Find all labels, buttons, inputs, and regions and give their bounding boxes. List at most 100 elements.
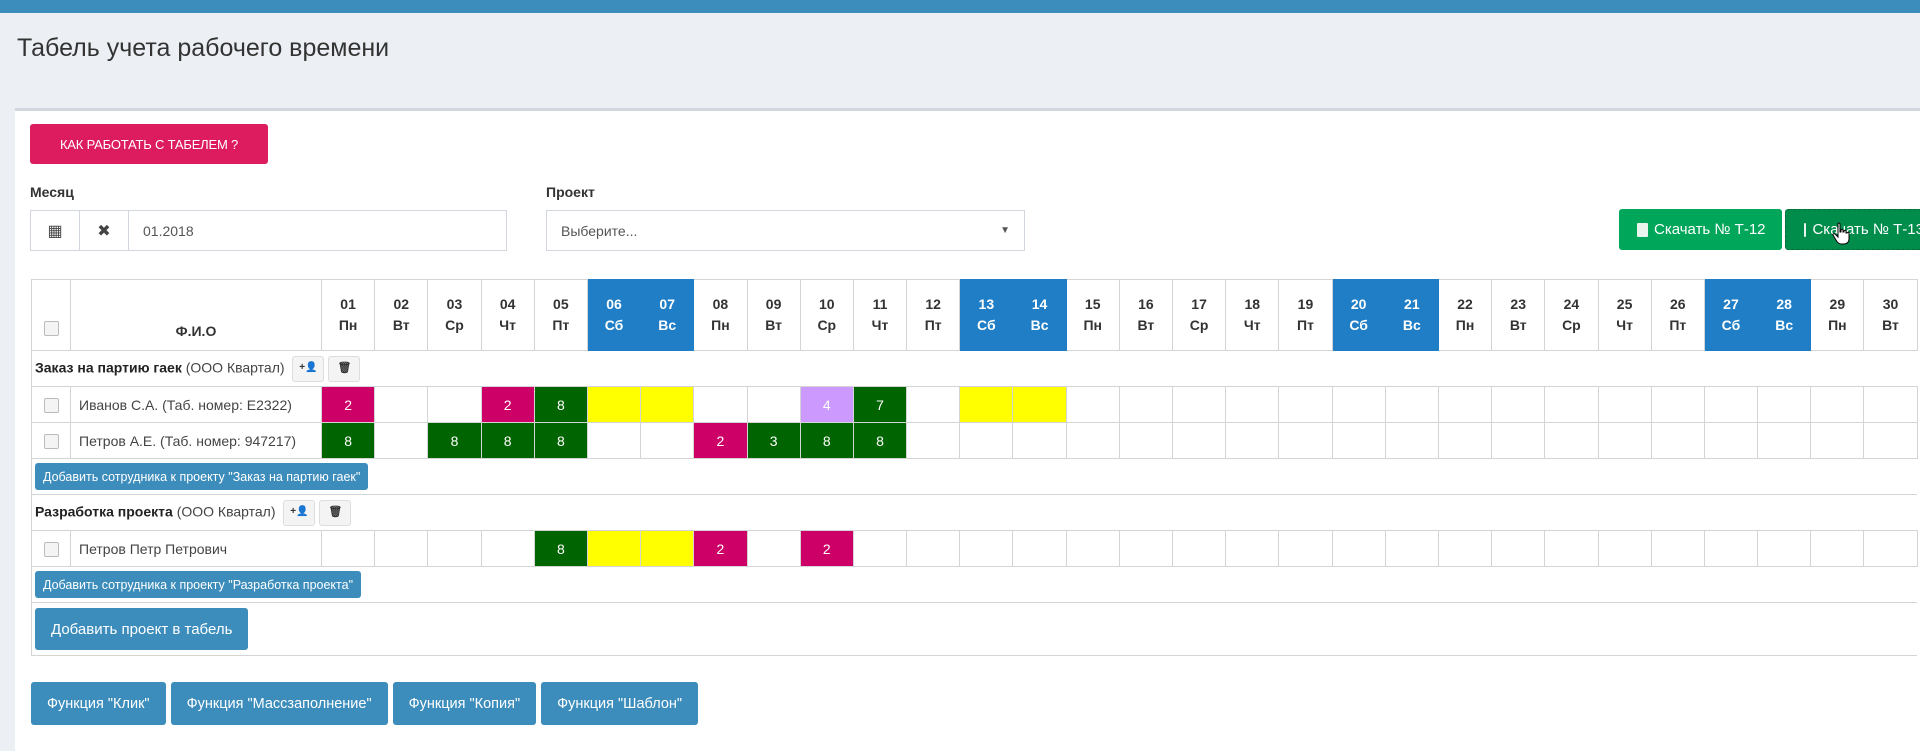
day-cell[interactable] (480, 530, 535, 567)
how-to-button[interactable]: КАК РАБОТАТЬ С ТАБЕЛЕМ ? (30, 124, 268, 164)
day-cell[interactable] (1278, 422, 1333, 459)
day-cell[interactable] (1544, 386, 1599, 423)
day-cell[interactable] (746, 530, 801, 567)
day-cell[interactable] (1278, 386, 1333, 423)
day-cell[interactable] (586, 530, 642, 567)
day-cell[interactable] (906, 422, 961, 459)
day-cell[interactable] (1171, 386, 1227, 423)
day-cell[interactable]: 8 (533, 530, 588, 567)
day-cell[interactable] (320, 530, 376, 567)
day-cell[interactable]: 3 (746, 422, 801, 459)
calendar-icon[interactable]: ▦ (31, 211, 80, 250)
day-cell[interactable]: 7 (852, 386, 908, 423)
day-cell[interactable] (1863, 386, 1918, 423)
day-cell[interactable] (1491, 530, 1546, 567)
day-cell[interactable] (1810, 386, 1865, 423)
day-cell[interactable] (1225, 422, 1280, 459)
day-cell[interactable]: 2 (693, 530, 748, 567)
day-cell[interactable] (1171, 530, 1227, 567)
day-cell[interactable] (427, 386, 482, 423)
month-picker[interactable]: ▦ ✖ 01.2018 (30, 210, 507, 251)
day-cell[interactable] (1491, 422, 1546, 459)
day-cell[interactable] (374, 530, 429, 567)
day-cell[interactable] (1331, 530, 1386, 567)
add-employee-button[interactable]: Добавить сотрудника к проекту "Заказ на … (35, 463, 369, 490)
row-checkbox[interactable] (43, 397, 59, 413)
day-cell[interactable]: 2 (320, 386, 376, 423)
day-cell[interactable] (1703, 386, 1759, 423)
day-cell[interactable] (1863, 530, 1918, 567)
day-cell[interactable] (640, 530, 695, 567)
day-cell[interactable] (959, 530, 1014, 567)
day-cell[interactable] (640, 386, 695, 423)
day-cell[interactable] (1703, 422, 1759, 459)
day-cell[interactable] (1757, 422, 1812, 459)
day-cell[interactable] (586, 422, 642, 459)
project-select[interactable]: Выберите... ▼ (546, 210, 1025, 251)
day-cell[interactable] (427, 530, 482, 567)
day-cell[interactable] (640, 422, 695, 459)
day-cell[interactable] (1650, 386, 1705, 423)
day-cell[interactable] (1650, 530, 1705, 567)
day-cell[interactable] (1703, 530, 1759, 567)
day-cell[interactable] (1384, 422, 1439, 459)
day-cell[interactable] (1278, 530, 1333, 567)
day-cell[interactable] (959, 386, 1014, 423)
day-cell[interactable] (1118, 530, 1174, 567)
day-cell[interactable]: 8 (533, 386, 588, 423)
day-cell[interactable]: 8 (533, 422, 588, 459)
day-cell[interactable] (1065, 386, 1120, 423)
clear-icon[interactable]: ✖ (80, 211, 129, 250)
day-cell[interactable] (1012, 530, 1067, 567)
add-user-icon[interactable]: +👤 (292, 355, 325, 382)
day-cell[interactable]: 8 (320, 422, 376, 459)
day-cell[interactable] (1331, 386, 1386, 423)
add-employee-button[interactable]: Добавить сотрудника к проекту "Разработк… (35, 571, 362, 598)
day-cell[interactable] (1118, 422, 1174, 459)
day-cell[interactable] (1384, 530, 1439, 567)
day-cell[interactable] (1757, 386, 1812, 423)
day-cell[interactable] (1597, 422, 1652, 459)
day-cell[interactable]: 2 (799, 530, 854, 567)
day-cell[interactable]: 8 (852, 422, 908, 459)
day-cell[interactable] (1225, 386, 1280, 423)
day-cell[interactable]: 4 (799, 386, 854, 423)
function-mass-fill-button[interactable]: Функция "Массзаполнение" (170, 682, 388, 725)
day-cell[interactable] (1544, 422, 1599, 459)
trash-icon[interactable]: 🗑 (319, 499, 352, 526)
day-cell[interactable] (1650, 422, 1705, 459)
day-cell[interactable]: 8 (480, 422, 535, 459)
add-user-icon[interactable]: +👤 (283, 499, 316, 526)
day-cell[interactable] (1491, 386, 1546, 423)
day-cell[interactable] (374, 386, 429, 423)
day-cell[interactable] (1331, 422, 1386, 459)
day-cell[interactable] (1810, 530, 1865, 567)
day-cell[interactable]: 2 (693, 422, 748, 459)
day-cell[interactable] (1384, 386, 1439, 423)
day-cell[interactable] (586, 386, 642, 423)
day-cell[interactable] (1863, 422, 1918, 459)
day-cell[interactable] (1757, 530, 1812, 567)
day-cell[interactable]: 2 (480, 386, 535, 423)
trash-icon[interactable]: 🗑 (328, 355, 361, 382)
day-cell[interactable] (906, 530, 961, 567)
day-cell[interactable] (1597, 386, 1652, 423)
day-cell[interactable] (1437, 422, 1493, 459)
day-cell[interactable] (906, 386, 961, 423)
download-t13-button[interactable]: Скачать № Т-13 (1785, 209, 1920, 250)
day-cell[interactable] (1544, 530, 1599, 567)
day-cell[interactable] (1597, 530, 1652, 567)
day-cell[interactable] (1065, 422, 1120, 459)
day-cell[interactable] (374, 422, 429, 459)
row-checkbox[interactable] (43, 433, 59, 449)
day-cell[interactable] (1437, 530, 1493, 567)
function-template-button[interactable]: Функция "Шаблон" (541, 682, 699, 725)
function-copy-button[interactable]: Функция "Копия" (392, 682, 537, 725)
select-all-checkbox[interactable] (43, 320, 59, 336)
function-click-button[interactable]: Функция "Клик" (31, 682, 166, 725)
month-input[interactable]: 01.2018 (143, 222, 194, 239)
day-cell[interactable] (1225, 530, 1280, 567)
row-checkbox[interactable] (43, 541, 59, 557)
download-t12-button[interactable]: Скачать № Т-12 (1619, 209, 1782, 250)
day-cell[interactable] (1065, 530, 1120, 567)
